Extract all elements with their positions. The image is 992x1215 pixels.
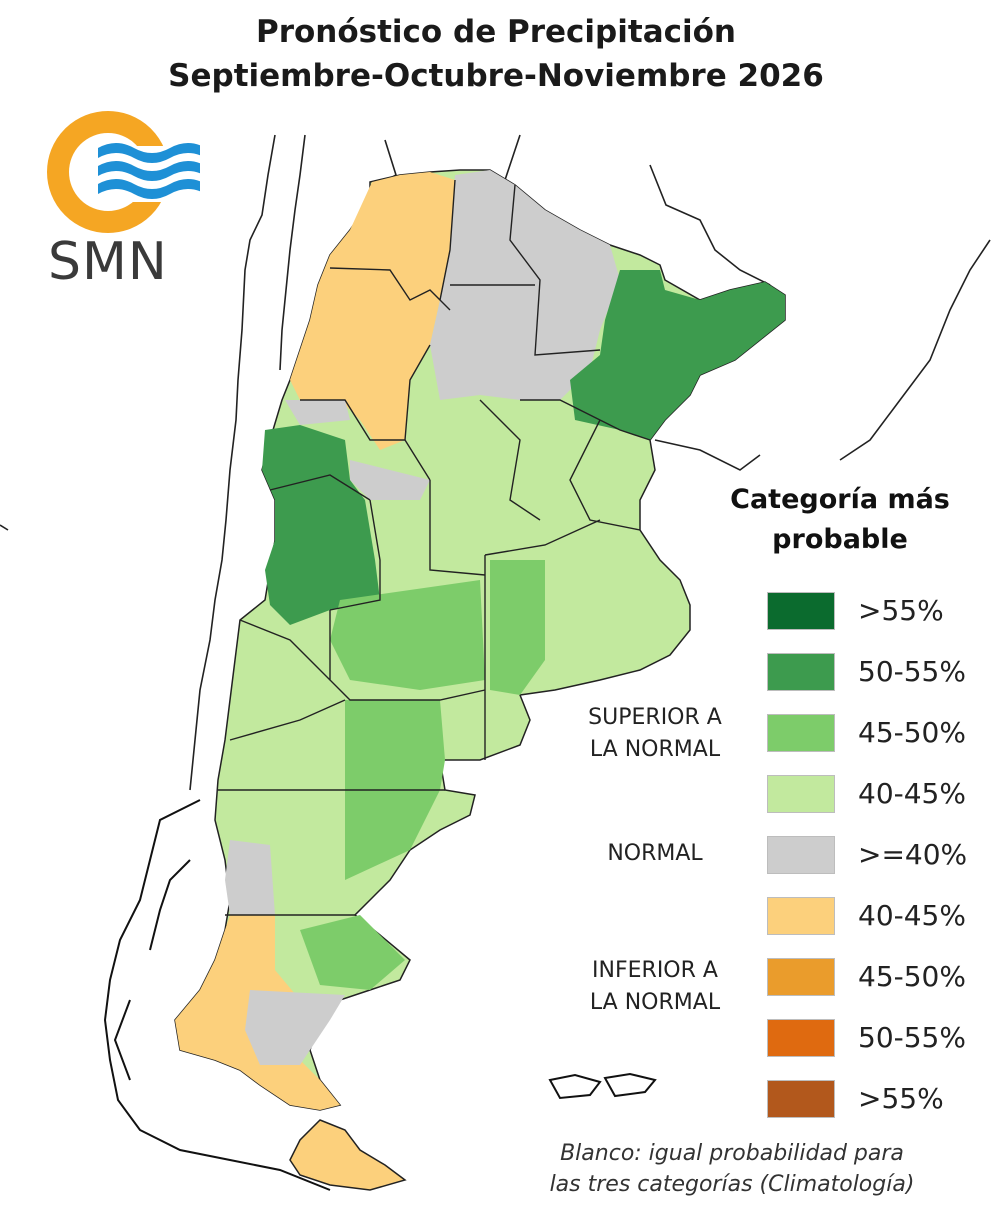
legend-swatch-inferior-40-45 — [767, 897, 835, 935]
province-borders — [218, 179, 651, 916]
title-line-1: Pronóstico de Precipitación — [255, 14, 736, 50]
logo-text: SMN — [48, 232, 168, 292]
legend-label-inferior-gt55: >55% — [858, 1082, 944, 1115]
legend-label-superior-50-55: 50-55% — [858, 655, 966, 688]
legend-label-inferior-40-45: 40-45% — [858, 899, 966, 932]
legend-swatch-superior-40-45 — [767, 775, 835, 813]
legend-swatch-normal — [767, 836, 835, 874]
footnote: Blanco: igual probabilidad para las tres… — [512, 1138, 952, 1200]
legend-group-inferior: INFERIOR A LA NORMAL — [560, 955, 750, 1019]
legend-label-inferior-45-50: 45-50% — [858, 960, 966, 993]
legend-label-superior-gt55: >55% — [858, 594, 944, 627]
legend-swatch-superior-gt55 — [767, 592, 835, 630]
legend-title: Categoría más probable — [700, 480, 980, 560]
argentina-precipitation-map — [0, 134, 991, 1191]
neighbor-borders — [0, 134, 991, 791]
legend-swatch-inferior-50-55 — [767, 1019, 835, 1057]
legend-label-normal: >=40% — [858, 838, 968, 871]
legend-swatch-inferior-gt55 — [767, 1080, 835, 1118]
footnote-line-2: las tres categorías (Climatología) — [549, 1172, 915, 1197]
legend-swatch-superior-50-55 — [767, 653, 835, 691]
legend-label-inferior-50-55: 50-55% — [858, 1021, 966, 1054]
smn-logo-icon — [47, 111, 200, 233]
southern-islands — [103, 799, 331, 1191]
legend-title-line-2: probable — [772, 524, 908, 555]
legend-label-superior-45-50: 45-50% — [858, 716, 966, 749]
legend-swatch-superior-45-50 — [767, 714, 835, 752]
malvinas-islands — [548, 1072, 657, 1100]
legend-group-superior-line-2: LA NORMAL — [589, 737, 721, 762]
legend-group-normal: NORMAL — [607, 841, 703, 866]
legend-group-superior-line-1: SUPERIOR A — [588, 705, 722, 730]
legend-swatch-inferior-45-50 — [767, 958, 835, 996]
legend-group-inferior-line-1: INFERIOR A — [592, 958, 718, 983]
legend-label-superior-40-45: 40-45% — [858, 777, 966, 810]
tierra-del-fuego — [289, 1119, 407, 1191]
legend-group-superior: SUPERIOR A LA NORMAL — [560, 702, 750, 766]
footnote-line-1: Blanco: igual probabilidad para — [560, 1141, 904, 1166]
legend-title-line-1: Categoría más — [730, 484, 950, 515]
title-line-2: Septiembre-Octubre-Noviembre 2026 — [168, 58, 824, 94]
legend-group-inferior-line-2: LA NORMAL — [589, 990, 721, 1015]
map-title: Pronóstico de Precipitación Septiembre-O… — [0, 10, 992, 98]
